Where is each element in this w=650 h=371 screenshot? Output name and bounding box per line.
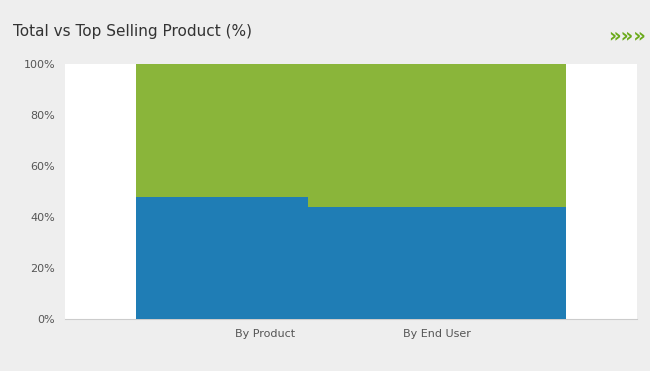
Legend: Rest of the Product, PAP Devices, Rest of the End User, Hospitals: Rest of the Product, PAP Devices, Rest o…: [142, 370, 560, 371]
Bar: [308, 207, 566, 319]
Text: Total vs Top Selling Product (%): Total vs Top Selling Product (%): [13, 24, 252, 39]
Bar: [136, 197, 394, 319]
Bar: [136, 64, 394, 197]
Bar: [308, 64, 566, 207]
Text: »»»: »»»: [608, 26, 646, 45]
